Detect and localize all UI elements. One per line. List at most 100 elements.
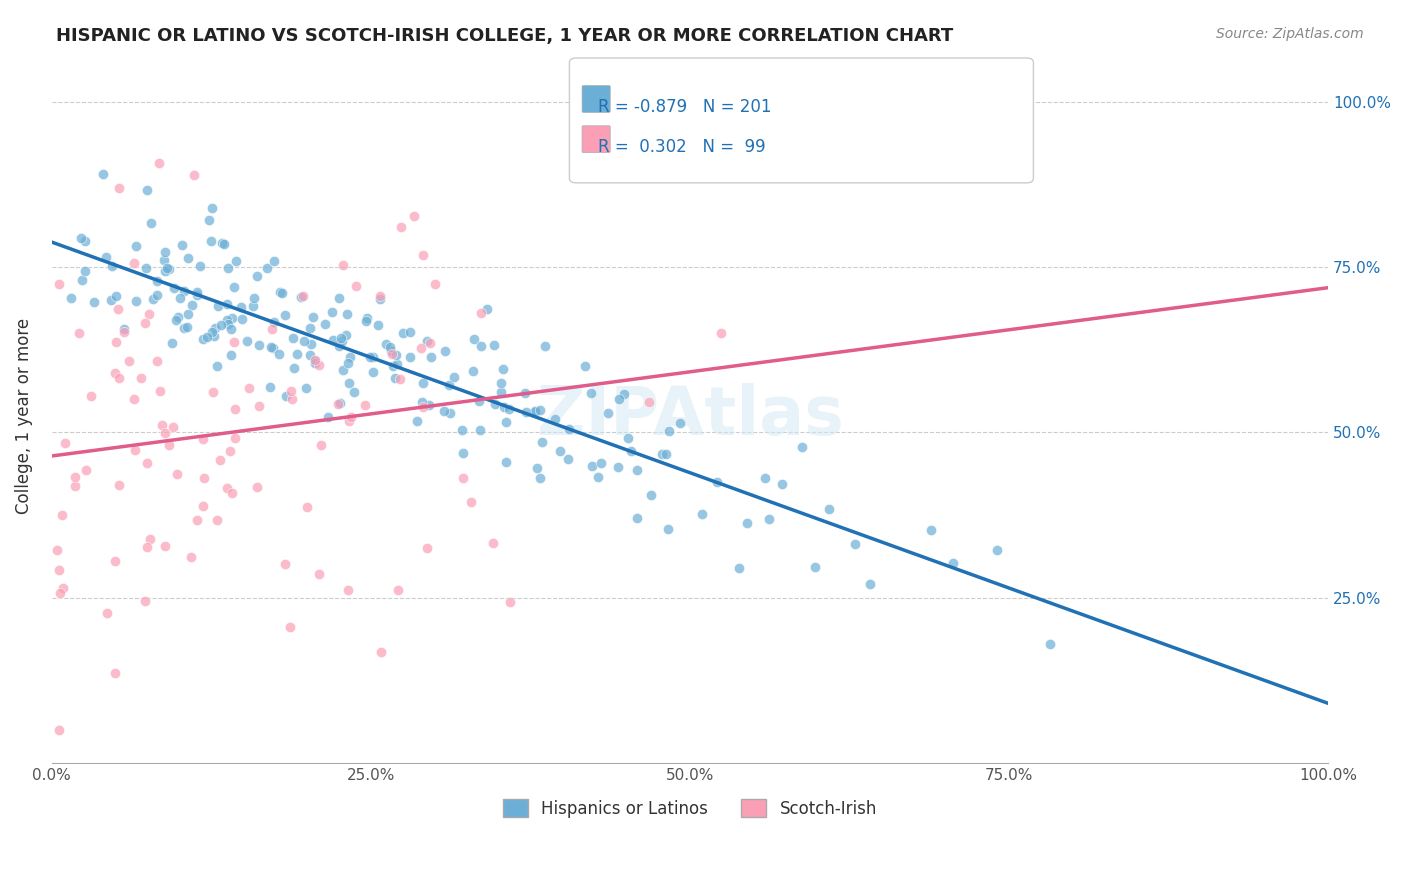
Point xyxy=(267,347,290,361)
Point xyxy=(385,357,408,371)
Point xyxy=(205,359,228,373)
Point xyxy=(70,230,93,244)
Point xyxy=(104,334,127,349)
Point xyxy=(412,401,434,415)
Point xyxy=(343,384,366,399)
Point xyxy=(96,606,118,620)
Point xyxy=(145,288,167,302)
Point xyxy=(658,424,681,438)
Point xyxy=(986,543,1008,558)
Point xyxy=(620,443,643,458)
Point xyxy=(534,339,557,353)
Point xyxy=(186,513,208,527)
Point xyxy=(399,325,422,339)
Point xyxy=(221,311,243,326)
Point xyxy=(80,389,103,403)
Point xyxy=(146,274,169,288)
Point xyxy=(804,560,827,574)
Point xyxy=(321,304,343,318)
Point xyxy=(180,297,202,311)
Point xyxy=(579,385,602,400)
Point xyxy=(495,455,517,469)
Point xyxy=(222,334,245,349)
Point xyxy=(188,260,211,274)
Point xyxy=(260,340,283,354)
Point xyxy=(337,413,360,427)
Point xyxy=(439,406,461,420)
Text: Source: ZipAtlas.com: Source: ZipAtlas.com xyxy=(1216,27,1364,41)
Point xyxy=(48,586,70,600)
Point xyxy=(138,307,160,321)
Point xyxy=(146,354,169,368)
Point xyxy=(942,556,965,570)
Point xyxy=(499,595,522,609)
Point xyxy=(124,392,146,407)
Point xyxy=(209,452,232,467)
Point xyxy=(173,285,195,299)
Point xyxy=(754,471,776,485)
Point xyxy=(67,326,90,340)
Point xyxy=(191,432,214,446)
Point xyxy=(492,361,515,376)
Point xyxy=(336,307,359,321)
Point xyxy=(157,438,180,452)
Point xyxy=(63,470,86,484)
Point xyxy=(339,351,361,365)
Point xyxy=(152,418,174,433)
Point xyxy=(314,317,336,331)
Point xyxy=(359,350,381,364)
Point xyxy=(304,353,326,368)
Point xyxy=(640,488,662,502)
Point xyxy=(118,354,141,368)
Point xyxy=(112,322,135,336)
Point xyxy=(354,314,377,328)
Point xyxy=(176,319,198,334)
Point xyxy=(153,539,176,553)
Point xyxy=(412,248,434,262)
Point xyxy=(690,507,713,521)
Point xyxy=(217,317,239,331)
Point xyxy=(332,258,354,272)
Point xyxy=(186,285,208,299)
Point xyxy=(262,321,284,335)
Point xyxy=(651,447,673,461)
Point xyxy=(344,279,367,293)
Point xyxy=(246,479,269,493)
Point xyxy=(153,252,176,267)
Y-axis label: College, 1 year or more: College, 1 year or more xyxy=(15,318,32,514)
Point xyxy=(129,371,152,385)
Point xyxy=(201,202,224,216)
Point xyxy=(262,342,284,356)
Point xyxy=(548,443,571,458)
Point xyxy=(215,481,238,495)
Point xyxy=(389,220,412,235)
Text: HISPANIC OR LATINO VS SCOTCH-IRISH COLLEGE, 1 YEAR OR MORE CORRELATION CHART: HISPANIC OR LATINO VS SCOTCH-IRISH COLLE… xyxy=(56,27,953,45)
Point xyxy=(470,306,492,320)
Point xyxy=(167,310,190,325)
Point xyxy=(492,400,515,414)
Point xyxy=(207,300,229,314)
Point xyxy=(384,370,406,384)
Point xyxy=(361,350,384,364)
Point xyxy=(200,234,222,248)
Point xyxy=(406,414,429,428)
Point xyxy=(475,302,498,317)
Point xyxy=(225,254,247,268)
Point xyxy=(100,259,122,273)
Point xyxy=(657,522,679,536)
Point xyxy=(329,396,352,410)
Point xyxy=(281,392,304,406)
Text: ZIPAtlas: ZIPAtlas xyxy=(537,383,844,449)
Point xyxy=(523,405,546,419)
Point xyxy=(1039,637,1062,651)
Point xyxy=(301,336,323,351)
Point xyxy=(298,348,321,362)
Point xyxy=(75,462,97,476)
Point xyxy=(48,277,70,292)
Point xyxy=(122,256,145,270)
Point xyxy=(124,443,146,458)
Point xyxy=(259,380,281,394)
Point xyxy=(173,320,195,334)
Point xyxy=(557,452,579,467)
Point xyxy=(515,405,537,419)
